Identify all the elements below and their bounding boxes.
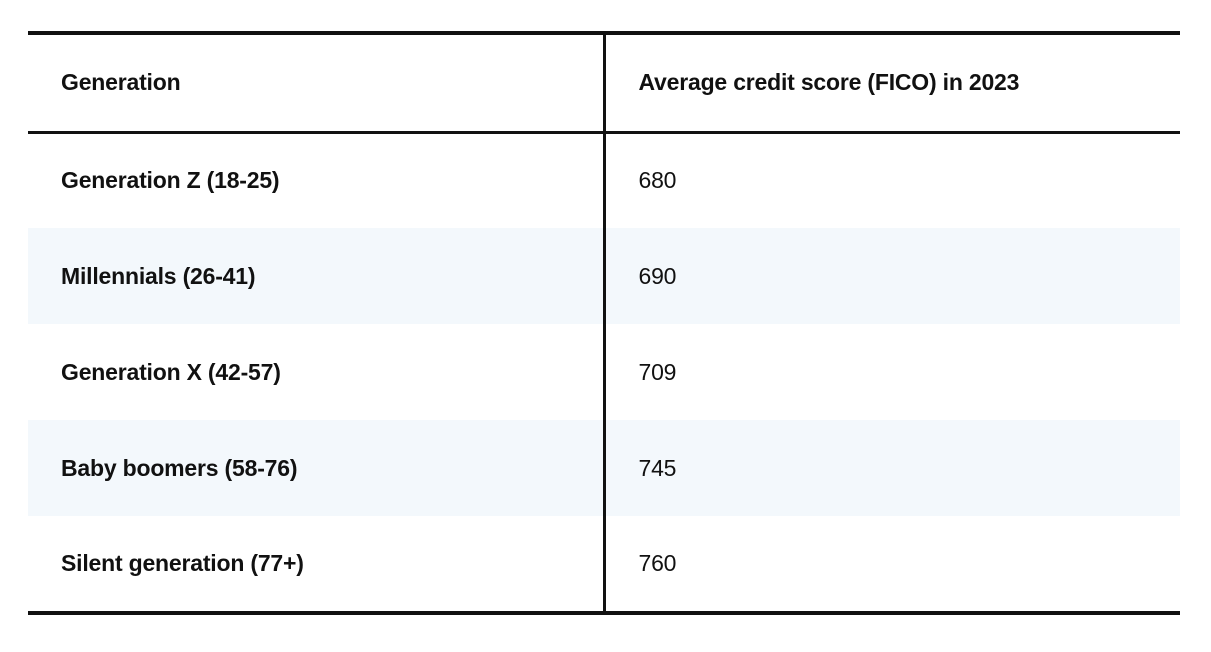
header-average-credit-score: Average credit score (FICO) in 2023 xyxy=(604,31,1180,134)
score-cell: 760 xyxy=(604,516,1180,615)
table-row: Baby boomers (58-76) 745 xyxy=(28,420,1180,516)
score-cell: 709 xyxy=(638,358,677,385)
table-body: Generation Z (18-25) 680 Millennials (26… xyxy=(28,132,1180,615)
generation-cell: Millennials (26-41) xyxy=(28,228,606,324)
table-row: Silent generation (77+) 760 xyxy=(28,516,1180,615)
generation-cell: Generation Z (18-25) xyxy=(28,132,606,228)
score-cell: 690 xyxy=(638,262,677,289)
credit-score-table: Generation Average credit score (FICO) i… xyxy=(28,31,1180,615)
score-cell: 745 xyxy=(638,454,677,481)
table-row: Generation Z (18-25) 680 xyxy=(28,132,1180,228)
table-row: Generation X (42-57) 709 xyxy=(28,324,1180,420)
generation-cell: Silent generation (77+) xyxy=(28,516,606,615)
generation-cell: Baby boomers (58-76) xyxy=(28,420,606,516)
credit-score-table-container: Generation Average credit score (FICO) i… xyxy=(28,31,1180,615)
score-cell: 680 xyxy=(638,167,677,194)
table-header: Generation Average credit score (FICO) i… xyxy=(28,31,1180,134)
generation-cell: Generation X (42-57) xyxy=(28,324,606,420)
header-generation: Generation xyxy=(28,31,606,134)
header-row: Generation Average credit score (FICO) i… xyxy=(28,31,1180,134)
table-row: Millennials (26-41) 690 xyxy=(28,228,1180,324)
